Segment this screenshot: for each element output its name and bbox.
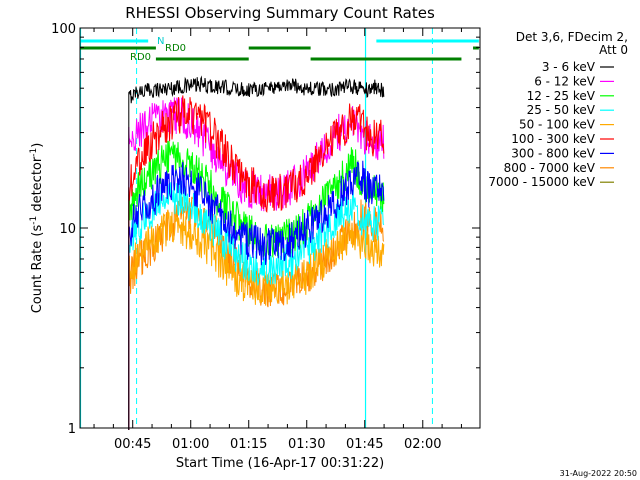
legend-label-1: 6 - 12 keV (534, 74, 596, 88)
x-tick-label-4: 01:45 (346, 437, 383, 452)
x-tick-label-3: 01:30 (288, 437, 325, 452)
flag-label-2: RD0 (130, 52, 151, 63)
legend-label-6: 300 - 800 keV (511, 146, 595, 160)
x-axis: 00:45 01:00 01:15 01:30 01:45 02:00 (93, 28, 462, 452)
y-axis: 1 10 100 (51, 22, 480, 437)
series-line-4 (128, 210, 385, 430)
y-tick-label-1: 10 (59, 222, 76, 237)
x-tick-label-5: 02:00 (404, 437, 441, 452)
series-line-6 (128, 160, 385, 430)
footer-timestamp: 31-Aug-2022 20:50 (560, 469, 637, 478)
legend-label-7: 800 - 7000 keV (504, 161, 596, 175)
x-tick-label-2: 01:15 (230, 437, 267, 452)
series-line-0 (128, 75, 385, 430)
chart-title: RHESSI Observing Summary Count Rates (125, 4, 435, 22)
legend-header-line-2: Att 0 (599, 43, 628, 57)
x-tick-label-1: 01:00 (172, 437, 209, 452)
series-line-5 (128, 95, 385, 430)
legend-label-3: 25 - 50 keV (527, 103, 596, 117)
legend-label-8: 7000 - 15000 keV (488, 175, 595, 189)
legend-label-4: 50 - 100 keV (519, 118, 596, 132)
legend-label-2: 12 - 25 keV (527, 89, 596, 103)
y-tick-label-2: 100 (51, 22, 76, 37)
y-axis-label: Count Rate (s-1 detector-1) (29, 143, 45, 314)
flag-label-1: RD0 (165, 43, 186, 54)
legend-label-5: 100 - 300 keV (511, 132, 595, 146)
legend-header-line-1: Det 3,6, FDecim 2, (516, 30, 628, 44)
x-axis-label: Start Time (16-Apr-17 00:31:22) (176, 456, 384, 471)
flag-label-0: N (157, 36, 164, 47)
legend-label-0: 3 - 6 keV (542, 60, 596, 74)
y-tick-label-0: 1 (68, 422, 76, 437)
x-tick-label-0: 00:45 (114, 437, 151, 452)
